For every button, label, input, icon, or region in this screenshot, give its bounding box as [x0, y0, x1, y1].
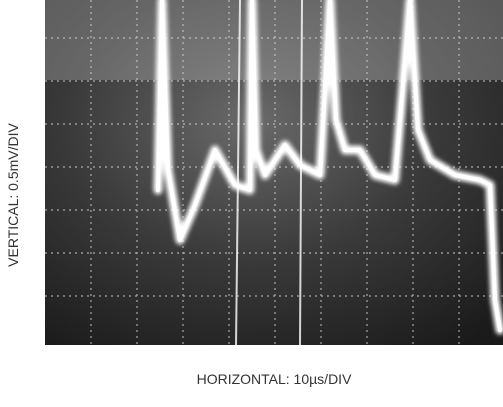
scope-screen	[45, 0, 503, 345]
waveform	[45, 0, 503, 345]
vertical-scale-label: VERTICAL: 0.5mV/DIV	[5, 123, 21, 267]
screen-background	[45, 0, 503, 345]
screen-glare	[45, 0, 503, 80]
horizontal-scale-label: HORIZONTAL: 10µs/DIV	[197, 371, 352, 387]
